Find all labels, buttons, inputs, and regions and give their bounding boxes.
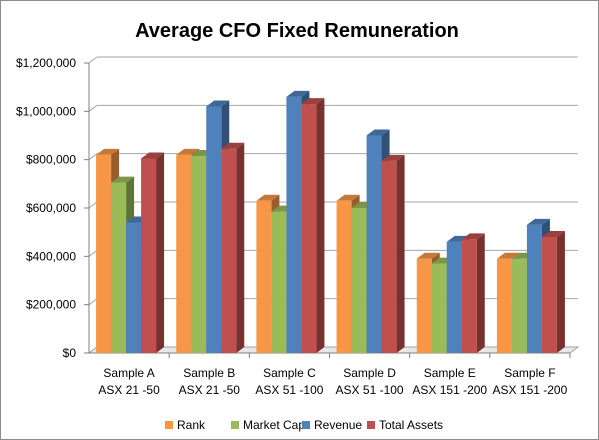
gridline-side <box>88 298 98 306</box>
y-tick-label: $200,000 <box>26 298 76 312</box>
legend-item: Total Assets <box>367 418 443 432</box>
y-tick-label: $1,200,000 <box>16 56 76 70</box>
y-tick-label: $600,000 <box>26 201 76 215</box>
legend-swatch <box>231 421 239 429</box>
x-tick-label: Sample B <box>183 366 235 380</box>
bar-total-assets <box>141 152 165 353</box>
x-tick-label: ASX 21 -50 <box>98 383 160 397</box>
x-tick-label: ASX 151 -200 <box>493 383 568 397</box>
legend-item: Rank <box>165 418 206 432</box>
legend-swatch <box>302 421 310 429</box>
axes <box>84 62 571 358</box>
x-tick-label: ASX 21 -50 <box>179 383 241 397</box>
y-tick-label: $400,000 <box>26 249 76 263</box>
legend-swatch <box>367 421 375 429</box>
bar-total-assets <box>461 233 485 353</box>
x-tick-label: Sample F <box>504 366 555 380</box>
x-tick-label: Sample C <box>263 366 316 380</box>
legend-swatch <box>165 421 173 429</box>
x-tick-label: Sample D <box>343 366 396 380</box>
y-tick-label: $800,000 <box>26 153 76 167</box>
gridline-side <box>88 153 98 161</box>
legend-item: Revenue <box>302 418 362 432</box>
legend-item: Market Cap <box>231 418 305 432</box>
bar-total-assets <box>381 154 405 353</box>
x-tick-label: ASX 51 -100 <box>336 383 404 397</box>
gridline-side <box>88 249 98 257</box>
legend-label: Rank <box>177 418 206 432</box>
bar-total-assets <box>221 142 245 353</box>
y-tick-label: $0 <box>63 346 77 360</box>
x-tick-label: ASX 51 -100 <box>255 383 323 397</box>
chart-title: Average CFO Fixed Remuneration <box>135 20 459 42</box>
x-tick-label: Sample A <box>103 366 154 380</box>
bar-total-assets <box>541 231 565 353</box>
gridline-side <box>88 56 98 64</box>
gridline-side <box>88 201 98 209</box>
legend-label: Revenue <box>314 418 362 432</box>
bars <box>96 90 565 353</box>
gridline-side <box>88 104 98 112</box>
bar-total-assets <box>301 98 325 353</box>
x-tick-label: Sample E <box>424 366 476 380</box>
legend-label: Market Cap <box>243 418 305 432</box>
legend-label: Total Assets <box>379 418 443 432</box>
x-tick-label: ASX 151 -200 <box>412 383 487 397</box>
axis-labels: $0 $200,000 $400,000 $600,000 $800,000 $1,000… <box>16 56 568 397</box>
legend: Rank Market Cap Revenue Total Assets <box>165 418 443 432</box>
y-tick-label: $1,000,000 <box>16 104 76 118</box>
